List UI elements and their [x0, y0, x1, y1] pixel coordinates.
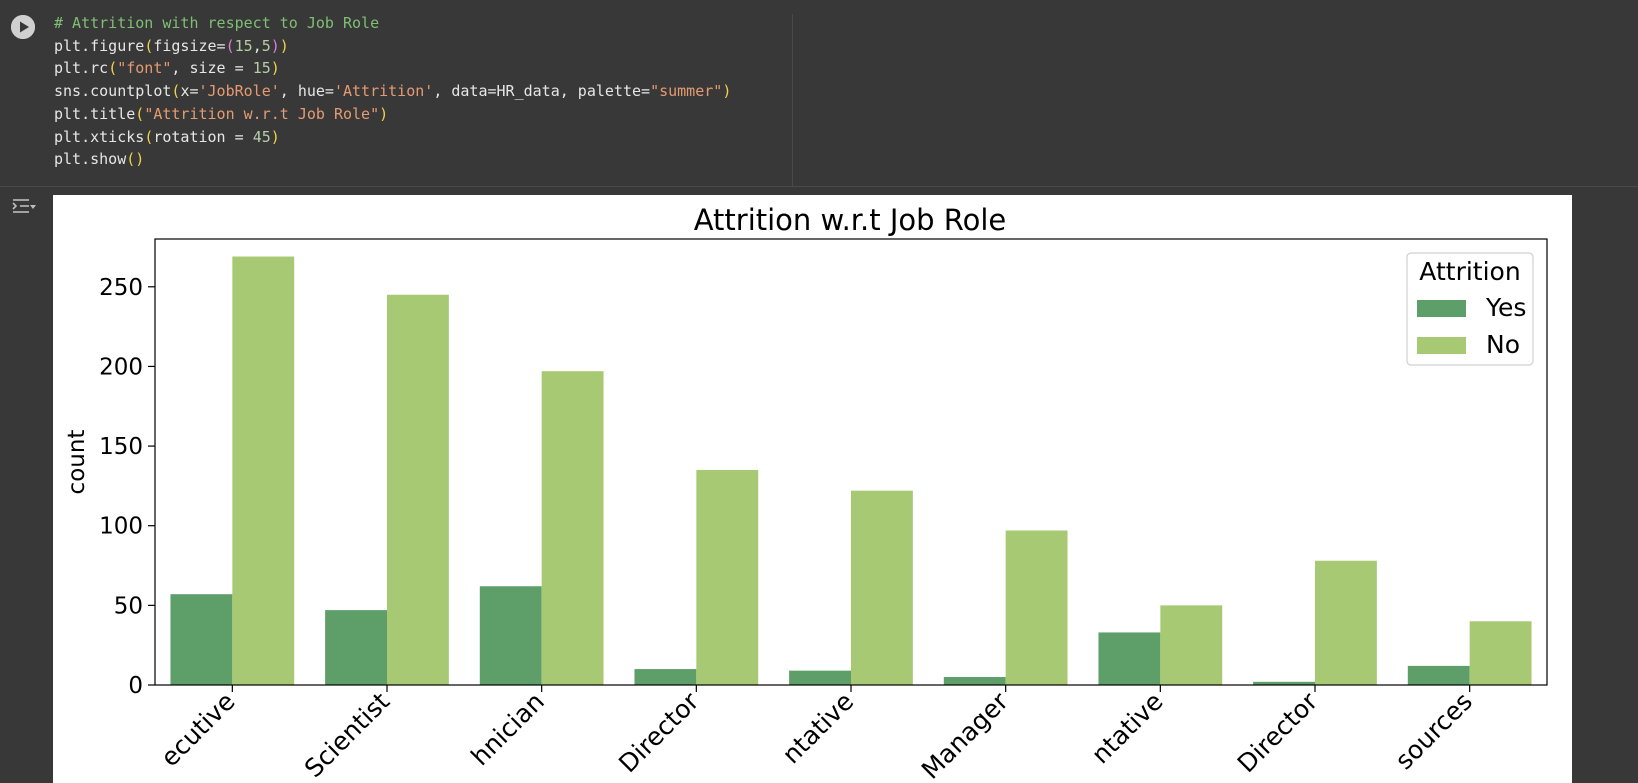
y-tick-label: 100 — [99, 514, 143, 540]
x-tick-label: ecutive — [155, 687, 240, 772]
legend-label-yes: Yes — [1485, 293, 1526, 322]
x-tick-label: Director — [613, 686, 705, 778]
chart-title: Attrition w.r.t Job Role — [694, 203, 1007, 237]
bar-yes — [1253, 681, 1315, 685]
code-line: sns.countplot(x='JobRole', hue='Attritio… — [54, 82, 732, 101]
bar-no — [1315, 560, 1377, 685]
plot-axes-frame — [154, 238, 1548, 686]
code-line: plt.show() — [54, 150, 145, 169]
code-line: # Attrition with respect to Job Role — [54, 14, 380, 32]
y-tick-label: 50 — [114, 593, 143, 619]
bar-yes — [170, 594, 233, 685]
y-axis-label: count — [64, 430, 90, 495]
legend-swatch-no — [1417, 337, 1466, 354]
x-tick-label: hnician — [465, 687, 549, 771]
bar-no — [232, 256, 295, 685]
x-tick-label: ntative — [777, 687, 860, 770]
code-cell[interactable]: # Attrition with respect to Job Role plt.… — [0, 0, 1638, 186]
bar-yes — [943, 677, 1006, 685]
cell-separator — [0, 186, 1638, 187]
bar-yes — [634, 669, 697, 685]
code-divider — [792, 14, 793, 186]
bar-chart: Attrition w.r.t Job Role count 0 50 100 150… — [64, 203, 1548, 783]
bar-yes — [325, 610, 387, 685]
bar-yes — [1098, 632, 1161, 685]
play-icon — [11, 15, 35, 39]
x-tick-label: Manager — [916, 686, 1015, 783]
code-editor[interactable]: # Attrition with respect to Job Role plt.… — [54, 12, 731, 171]
x-tick-label: Director — [1232, 686, 1324, 778]
run-cell-button[interactable] — [11, 15, 35, 39]
bar-no — [387, 294, 449, 685]
y-tick-label: 150 — [99, 434, 143, 460]
x-tick-label: Scientist — [299, 687, 396, 783]
y-tick-label: 0 — [128, 673, 143, 699]
output-toggle-button[interactable] — [11, 196, 37, 216]
plot-output: Attrition w.r.t Job Role count 0 50 100 150… — [53, 195, 1572, 783]
bar-no — [696, 469, 759, 685]
code-line: plt.xticks(rotation = 45) — [54, 127, 280, 146]
y-tick-label: 200 — [99, 354, 143, 380]
x-tick-label: sources — [1389, 687, 1477, 775]
bar-yes — [789, 670, 851, 685]
bar-no — [1469, 621, 1532, 685]
bar-no — [1005, 530, 1068, 685]
code-line: plt.title("Attrition w.r.t Job Role") — [54, 104, 389, 123]
output-collapse-icon — [12, 199, 36, 213]
legend-swatch-yes — [1417, 300, 1466, 317]
legend: Attrition Yes No — [1406, 252, 1534, 366]
bar-yes — [479, 586, 542, 685]
bar-no — [541, 371, 604, 685]
bar-no — [1160, 605, 1223, 685]
code-line: plt.rc("font", size = 15) — [54, 59, 280, 78]
legend-label-no: No — [1486, 330, 1520, 359]
code-line: plt.figure(figsize=(15,5)) — [54, 36, 289, 55]
legend-title: Attrition — [1419, 257, 1520, 286]
x-tick-label: ntative — [1086, 687, 1169, 770]
y-tick-label: 250 — [99, 275, 143, 301]
bar-yes — [1407, 665, 1470, 685]
bar-no — [851, 490, 913, 685]
